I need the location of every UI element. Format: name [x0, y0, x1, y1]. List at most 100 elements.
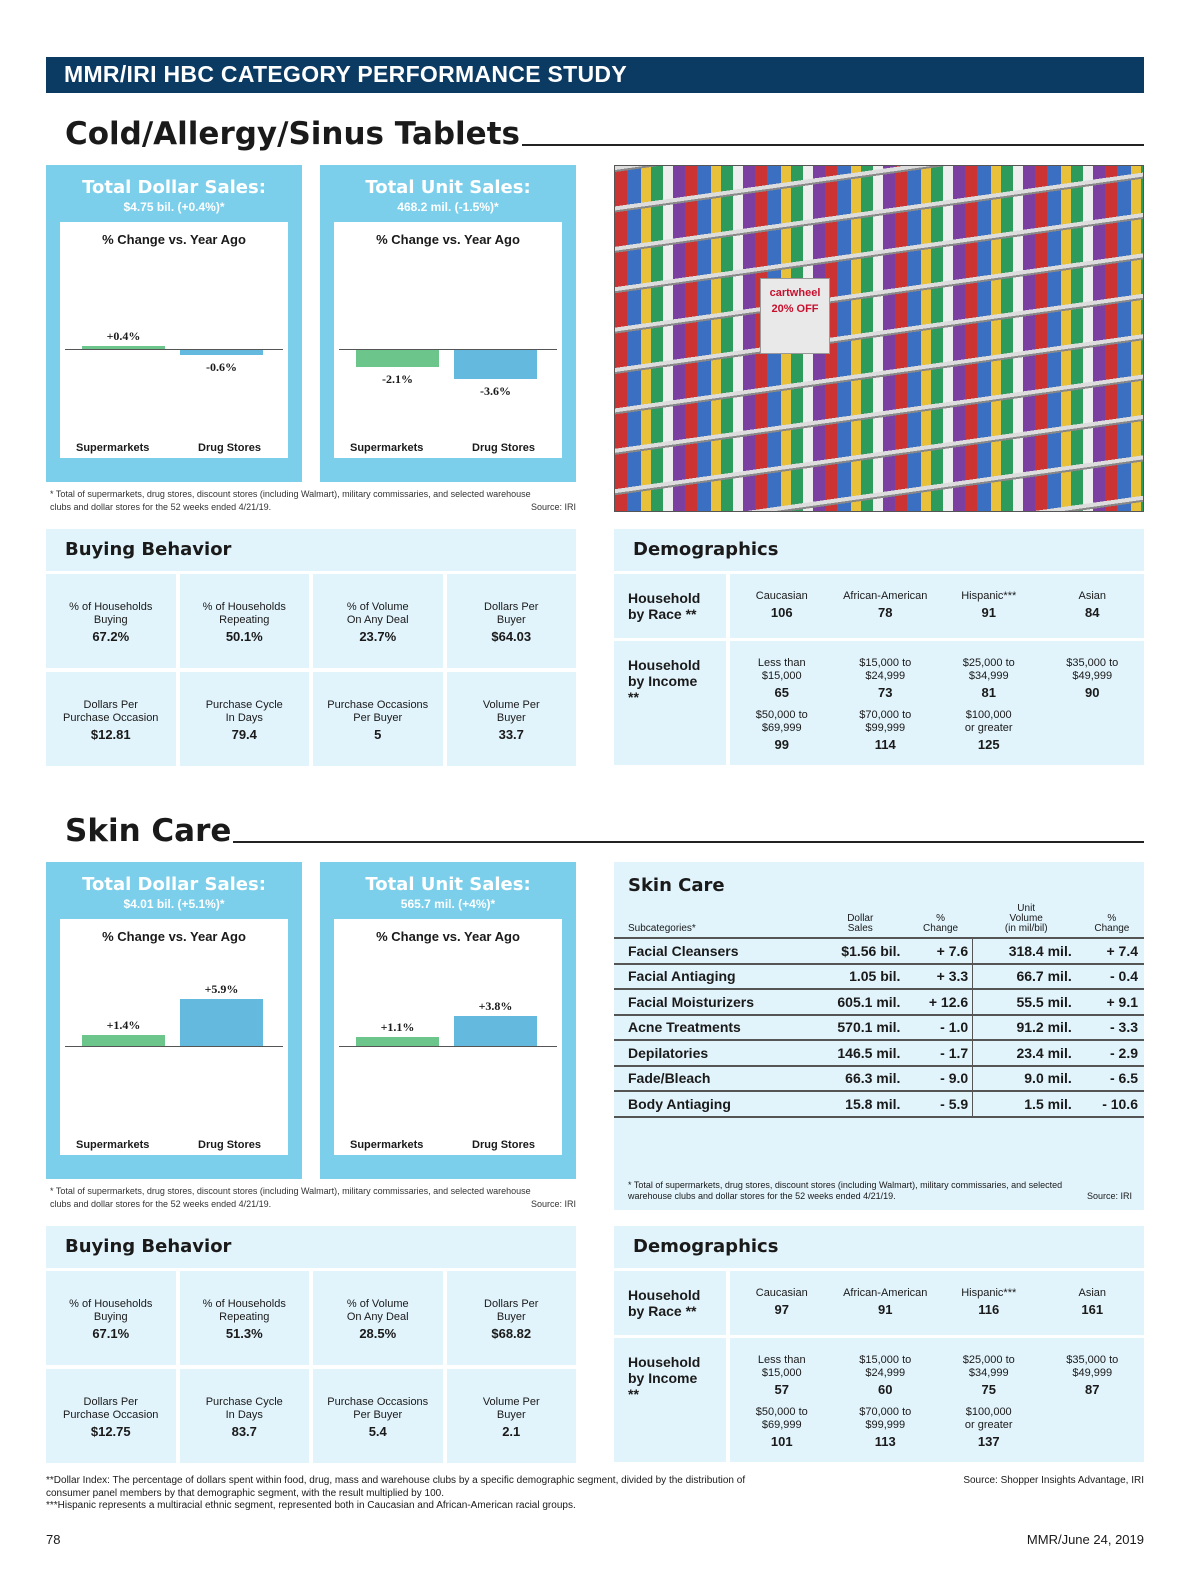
metric-value: 67.1% — [92, 1326, 130, 1341]
metric-cell: % of Households Buying 67.2% — [46, 574, 176, 668]
metric-value: 5.4 — [368, 1424, 387, 1439]
table-row: Facial Cleansers $1.56 bil. + 7.6 318.4 mil… — [614, 937, 1144, 964]
bar-chart: % Change vs. Year Ago +1.1% Supermarkets +3… — [334, 919, 562, 1155]
demo-values: Less than $15,000 57 $15,000 to $24,999 60 $… — [730, 1338, 1144, 1462]
demo-row-label: Household by Income ** — [614, 641, 726, 765]
demo-cell: $100,000 or greater 125 — [937, 709, 1041, 751]
chart-baseline — [65, 1046, 283, 1047]
bar-value-label: -3.6% — [480, 383, 511, 398]
dollar-sales-subtitle: $4.01 bil. (+5.1%)* — [123, 897, 225, 911]
table-cell: - 1.7 — [908, 1039, 973, 1066]
demo-cell: African-American 78 — [834, 590, 938, 620]
metric-label: Purchase Cycle In Days — [205, 1396, 283, 1421]
metric-value: 28.5% — [359, 1326, 397, 1341]
metric-cell: Dollars Per Purchase Occasion $12.75 — [46, 1369, 176, 1463]
demo-label: $15,000 to $24,999 — [859, 1354, 912, 1379]
demo-value: 137 — [977, 1434, 1000, 1449]
column-header: % Change — [923, 913, 959, 934]
demo-cell: Asian 84 — [1041, 590, 1145, 620]
metric-cell: Volume Per Buyer 33.7 — [446, 672, 576, 766]
title-rule — [233, 841, 1144, 843]
buying-behavior-grid: % of Households Buying 67.2% % of Househol… — [46, 574, 576, 766]
metric-label: Purchase Occasions Per Buyer — [327, 699, 429, 724]
metric-label: Dollars Per Buyer — [484, 601, 539, 626]
dollar-sales-chart-box: Total Dollar Sales: $4.01 bil. (+5.1%)* % … — [46, 862, 302, 1179]
metric-cell: % of Volume On Any Deal 23.7% — [313, 574, 443, 668]
demo-value: 78 — [878, 605, 893, 620]
table-cell: + 7.4 — [1079, 937, 1144, 964]
category-label: Drug Stores — [198, 442, 261, 454]
demo-label: Caucasian — [755, 1287, 808, 1299]
table-cell: + 12.6 — [908, 988, 973, 1015]
chart-baseline — [65, 349, 283, 350]
table-cell: 318.4 mil. — [972, 937, 1080, 964]
demo-value: 60 — [878, 1382, 893, 1397]
metric-label: % of Households Buying — [69, 1298, 153, 1323]
bar-value-label: +1.1% — [380, 1020, 415, 1035]
chart-baseline — [339, 349, 557, 350]
dollar-index-note: **Dollar Index: The percentage of dollar… — [46, 1475, 746, 1499]
demo-cell: $15,000 to $24,999 73 — [834, 657, 938, 699]
demo-value: 101 — [770, 1434, 793, 1449]
table-row: Body Antiaging 15.8 mil. - 5.9 1.5 mil. - 10… — [614, 1090, 1144, 1118]
demo-cell: $15,000 to $24,999 60 — [834, 1354, 938, 1396]
table-cell: + 3.3 — [908, 962, 973, 989]
chart-baseline — [339, 1046, 557, 1047]
demo-cell: Caucasian 106 — [730, 590, 834, 620]
demo-values: Caucasian 106 African-American 78 Hispanic**… — [730, 574, 1144, 638]
demo-value: 91 — [981, 605, 996, 620]
sales-footnote: * Total of supermarkets, drug stores, di… — [46, 1185, 576, 1211]
metric-label: Dollars Per Purchase Occasion — [63, 699, 159, 724]
demo-label: Less than $15,000 — [757, 657, 806, 682]
metric-label: % of Households Repeating — [202, 601, 286, 626]
metric-label: Dollars Per Buyer — [484, 1298, 539, 1323]
demo-value: 97 — [774, 1302, 789, 1317]
metric-label: % of Volume On Any Deal — [346, 601, 409, 626]
bar-drug-stores — [180, 998, 263, 1046]
study-banner: MMR/IRI HBC CATEGORY PERFORMANCE STUDY — [46, 57, 1144, 93]
demo-row-race: Household by Race ** Caucasian 97 African-A… — [614, 1271, 1144, 1335]
table-cell: 570.1 mil. — [812, 1013, 909, 1040]
table-cell: Facial Cleansers — [614, 937, 813, 964]
bar-value-label: -2.1% — [382, 371, 413, 386]
unit-sales-title: Total Unit Sales: — [365, 177, 531, 198]
metric-cell: Purchase Cycle In Days 79.4 — [179, 672, 309, 766]
section-title-text: Skin Care — [65, 813, 232, 849]
metric-value: 83.7 — [231, 1424, 257, 1439]
section-title: Cold/Allergy/Sinus Tablets — [46, 112, 1144, 152]
skin-table-title: Skin Care — [628, 875, 725, 896]
metric-cell: Purchase Occasions Per Buyer 5 — [313, 672, 443, 766]
table-cell: 9.0 mil. — [972, 1064, 1080, 1091]
table-cell: - 2.9 — [1079, 1039, 1144, 1066]
bar-drug-stores — [454, 350, 537, 379]
dollar-sales-title: Total Dollar Sales: — [82, 177, 266, 198]
demo-cell: Caucasian 97 — [730, 1287, 834, 1317]
buying-behavior-title: Buying Behavior — [46, 529, 576, 571]
metric-label: % of Volume On Any Deal — [346, 1298, 409, 1323]
metric-value: 67.2% — [92, 629, 130, 644]
chart-title: % Change vs. Year Ago — [102, 929, 246, 944]
demographics: Demographics Household by Race ** Caucasia… — [614, 529, 1144, 765]
demo-label: Asian — [1078, 590, 1107, 602]
title-rule — [521, 144, 1144, 146]
unit-sales-chart-box: Total Unit Sales: 565.7 mil. (+4%)* % Chan… — [320, 862, 576, 1179]
table-cell: 23.4 mil. — [972, 1039, 1080, 1066]
buying-behavior: Buying Behavior % of Households Buying 67.… — [46, 529, 576, 766]
demo-cell: $100,000 or greater 137 — [937, 1406, 1041, 1448]
metric-label: Purchase Occasions Per Buyer — [327, 1396, 429, 1421]
table-cell: 55.5 mil. — [972, 988, 1080, 1015]
section-title-text: Cold/Allergy/Sinus Tablets — [65, 116, 520, 152]
metric-cell: Dollars Per Purchase Occasion $12.81 — [46, 672, 176, 766]
skin-table-footnote: * Total of supermarkets, drug stores, di… — [628, 1180, 1132, 1202]
bar-supermarkets — [356, 1037, 439, 1046]
demo-value: 106 — [770, 605, 793, 620]
footnote-text: * Total of supermarkets, drug stores, di… — [50, 1186, 531, 1209]
metric-value: $64.03 — [491, 629, 532, 644]
demo-value: 90 — [1085, 685, 1100, 700]
demo-value: 161 — [1081, 1302, 1104, 1317]
category-label: Supermarkets — [350, 1139, 424, 1151]
column-header: % Change — [1094, 913, 1130, 934]
demo-value: 91 — [878, 1302, 893, 1317]
demo-cell: Less than $15,000 57 — [730, 1354, 834, 1396]
column-header: Unit Volume (in mil/bil) — [1004, 903, 1048, 934]
